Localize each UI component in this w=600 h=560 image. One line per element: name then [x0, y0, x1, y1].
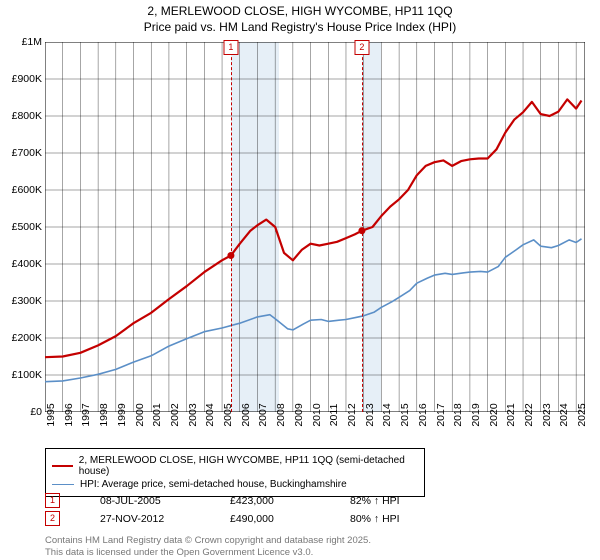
band-badge: 1	[223, 40, 238, 55]
sale-badge: 2	[45, 511, 60, 526]
legend-label: 2, MERLEWOOD CLOSE, HIGH WYCOMBE, HP11 1…	[79, 455, 418, 477]
x-axis-label: 2021	[505, 403, 517, 426]
title-line2: Price paid vs. HM Land Registry's House …	[0, 20, 600, 36]
x-axis-label: 2005	[222, 403, 234, 426]
x-axis-label: 1996	[63, 403, 75, 426]
x-axis-label: 2006	[240, 403, 252, 426]
footer-line1: Contains HM Land Registry data © Crown c…	[45, 535, 371, 546]
x-axis-label: 2025	[576, 403, 588, 426]
y-axis-label: £700K	[12, 147, 42, 159]
y-axis-label: £100K	[12, 369, 42, 381]
band-marker-line	[231, 42, 232, 412]
legend-label: HPI: Average price, semi-detached house,…	[80, 479, 347, 490]
x-axis-label: 2023	[541, 403, 553, 426]
x-axis-label: 2007	[257, 403, 269, 426]
x-axis-label: 2022	[523, 403, 535, 426]
y-axis-label: £900K	[12, 73, 42, 85]
x-axis-label: 1999	[116, 403, 128, 426]
sale-pct: 82% ↑ HPI	[350, 495, 450, 507]
x-axis-label: 2016	[417, 403, 429, 426]
title-line1: 2, MERLEWOOD CLOSE, HIGH WYCOMBE, HP11 1…	[0, 4, 600, 20]
legend-swatch	[52, 465, 73, 467]
x-axis-label: 1995	[45, 403, 57, 426]
legend-item: HPI: Average price, semi-detached house,…	[52, 479, 418, 490]
sale-price: £490,000	[230, 513, 350, 525]
footer-line2: This data is licensed under the Open Gov…	[45, 547, 371, 558]
x-axis-label: 2015	[399, 403, 411, 426]
x-axis-label: 2018	[452, 403, 464, 426]
x-axis-label: 2004	[204, 403, 216, 426]
x-axis-label: 2002	[169, 403, 181, 426]
x-axis-label: 2001	[151, 403, 163, 426]
y-axis-label: £200K	[12, 332, 42, 344]
footer-attribution: Contains HM Land Registry data © Crown c…	[45, 535, 371, 558]
sale-badge: 1	[45, 493, 60, 508]
y-axis-label: £300K	[12, 295, 42, 307]
sale-pct: 80% ↑ HPI	[350, 513, 450, 525]
x-axis-label: 2011	[328, 404, 340, 427]
x-axis-label: 2008	[275, 403, 287, 426]
chart-title: 2, MERLEWOOD CLOSE, HIGH WYCOMBE, HP11 1…	[0, 0, 600, 35]
x-axis-label: 2017	[435, 403, 447, 426]
sale-row: 2 27-NOV-2012£490,00080% ↑ HPI	[45, 511, 585, 526]
x-axis-label: 2019	[470, 403, 482, 426]
x-axis-label: 2003	[187, 403, 199, 426]
x-axis-label: 2000	[134, 403, 146, 426]
band-badge: 2	[354, 40, 369, 55]
chart-svg	[45, 42, 585, 412]
x-axis-label: 1997	[80, 403, 92, 426]
x-axis-label: 2012	[346, 403, 358, 426]
y-axis-label: £0	[30, 406, 42, 418]
sale-date: 27-NOV-2012	[100, 513, 230, 525]
legend-swatch	[52, 484, 74, 485]
y-axis-label: £600K	[12, 184, 42, 196]
x-axis-label: 2009	[293, 403, 305, 426]
sale-row: 1 08-JUL-2005£423,00082% ↑ HPI	[45, 493, 585, 508]
y-axis-label: £500K	[12, 221, 42, 233]
legend-item: 2, MERLEWOOD CLOSE, HIGH WYCOMBE, HP11 1…	[52, 455, 418, 477]
y-axis-label: £800K	[12, 110, 42, 122]
y-axis-label: £400K	[12, 258, 42, 270]
x-axis-label: 2014	[381, 403, 393, 426]
x-axis-label: 2013	[364, 403, 376, 426]
x-axis-label: 2020	[488, 403, 500, 426]
x-axis-label: 2024	[558, 403, 570, 426]
x-axis-label: 2010	[311, 403, 323, 426]
sale-date: 08-JUL-2005	[100, 495, 230, 507]
sales-table: 1 08-JUL-2005£423,00082% ↑ HPI 2 27-NOV-201…	[45, 490, 585, 529]
sale-price: £423,000	[230, 495, 350, 507]
y-axis-label: £1M	[22, 36, 42, 48]
series-price_paid	[45, 99, 582, 357]
chart-plot-area: 12£0£100K£200K£300K£400K£500K£600K£700K£…	[45, 42, 585, 412]
x-axis-label: 1998	[98, 403, 110, 426]
series-hpi	[45, 239, 582, 382]
band-marker-line	[362, 42, 363, 412]
